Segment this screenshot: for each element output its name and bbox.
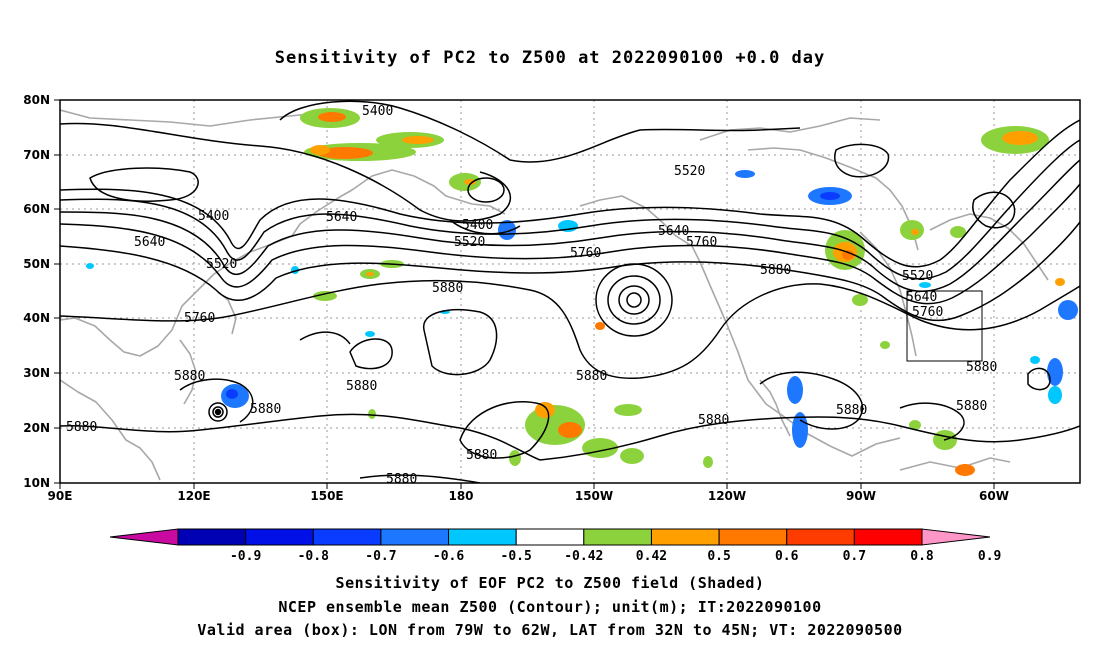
z500-contours — [60, 100, 1080, 483]
contour-label: 5880 — [174, 369, 205, 384]
contour-label: 5880 — [576, 369, 607, 384]
contour-label: 5640 — [906, 290, 937, 305]
contour-label: 5880 — [466, 448, 497, 463]
colorbar-tick-label: 0.6 — [775, 549, 799, 564]
colorbar-tick-label: 0.42 — [636, 549, 667, 564]
map-frame — [59, 99, 1081, 484]
lon-tick-label: 90E — [48, 489, 73, 503]
colorbar-arrow-right — [921, 528, 991, 546]
map-title: Sensitivity of PC2 to Z500 at 2022090100… — [274, 48, 826, 68]
contour-label: 5880 — [250, 402, 281, 417]
contour-label: 5760 — [912, 305, 943, 320]
colorbar-tick-label: -0.5 — [501, 549, 532, 564]
contour-label: 5400 — [362, 104, 393, 119]
colorbar-segment — [718, 528, 788, 546]
contour-label: 5520 — [674, 164, 705, 179]
colorbar-arrow-left — [109, 528, 179, 546]
lat-tick-label: 70N — [23, 148, 50, 162]
lon-tick-label: 60W — [979, 489, 1009, 503]
contour-label: 5400 — [462, 218, 493, 233]
colorbar-segment — [650, 528, 720, 546]
contour-label: 5520 — [454, 235, 485, 250]
lon-tick-label: 150W — [575, 489, 613, 503]
caption-line-1: Sensitivity of EOF PC2 to Z500 field (Sh… — [335, 574, 765, 592]
lon-tick-label: 180 — [448, 489, 473, 503]
colorbar: -0.9 -0.8 -0.7 -0.6 -0.5 -0.42 0.42 0.5 0.6 0.7 0.… — [109, 528, 1001, 564]
lon-tick-label: 90W — [846, 489, 876, 503]
contour-label: 5520 — [902, 269, 933, 284]
colorbar-segment — [448, 528, 517, 546]
lon-tick-label: 120E — [177, 489, 210, 503]
sensitivity-shading — [86, 108, 1078, 476]
colorbar-tick-label: 0.9 — [978, 549, 1001, 564]
lon-tick-label: 120W — [708, 489, 746, 503]
colorbar-tick-label: -0.6 — [433, 549, 464, 564]
contour-label: 5760 — [570, 246, 601, 261]
valid-area-box — [906, 290, 983, 362]
contour-label: 5520 — [206, 257, 237, 272]
lat-axis: 80N 70N 60N 50N 40N 30N 20N 10N — [23, 93, 60, 490]
lon-tick-label: 150E — [310, 489, 343, 503]
colorbar-tick-label: 0.5 — [707, 549, 730, 564]
contour-label: 5760 — [686, 235, 717, 250]
contour-label: 5880 — [698, 413, 729, 428]
colorbar-tick-label: 0.8 — [910, 549, 934, 564]
lat-tick-label: 30N — [23, 366, 50, 380]
caption-line-3: Valid area (box): LON from 79W to 62W, L… — [197, 621, 903, 639]
lon-axis: 90E 120E 150E 180 150W 120W 90W 60W — [48, 483, 1009, 503]
colorbar-tick-label: 0.7 — [843, 549, 866, 564]
colorbar-segment — [177, 528, 247, 546]
lat-tick-label: 60N — [23, 202, 50, 216]
colorbar-segment — [312, 528, 382, 546]
contour-label: 5880 — [432, 281, 463, 296]
lat-tick-label: 80N — [23, 93, 50, 107]
lat-tick-label: 10N — [23, 476, 50, 490]
colorbar-tick-label: -0.7 — [365, 549, 396, 564]
colorbar-segment — [380, 528, 450, 546]
colorbar-tick-label: -0.8 — [298, 549, 329, 564]
colorbar-segment — [853, 528, 923, 546]
contour-label: 5640 — [134, 235, 165, 250]
lat-tick-label: 50N — [23, 257, 50, 271]
colorbar-segment — [245, 528, 314, 546]
contour-label: 5880 — [760, 263, 791, 278]
caption-line-2: NCEP ensemble mean Z500 (Contour); unit(… — [278, 598, 822, 616]
contour-label: 5880 — [966, 360, 997, 375]
contour-label: 5880 — [386, 472, 417, 487]
contour-label: 5880 — [956, 399, 987, 414]
contour-label: 5760 — [184, 311, 215, 326]
lat-tick-label: 20N — [23, 421, 50, 435]
colorbar-tick-label: -0.9 — [230, 549, 261, 564]
colorbar-segment — [515, 528, 585, 546]
contour-label: 5880 — [346, 379, 377, 394]
contour-labels: 5400 5400 5400 5520 5520 5520 5520 5640 … — [66, 104, 997, 487]
contour-label: 5880 — [836, 403, 867, 418]
contour-label: 5640 — [326, 210, 357, 225]
lat-tick-label: 40N — [23, 311, 50, 325]
contour-label: 5400 — [198, 209, 229, 224]
colorbar-segment — [583, 528, 652, 546]
colorbar-segment — [786, 528, 855, 546]
contour-label: 5640 — [658, 224, 689, 239]
contour-label: 5880 — [66, 420, 97, 435]
colorbar-tick-label: -0.42 — [564, 549, 603, 564]
